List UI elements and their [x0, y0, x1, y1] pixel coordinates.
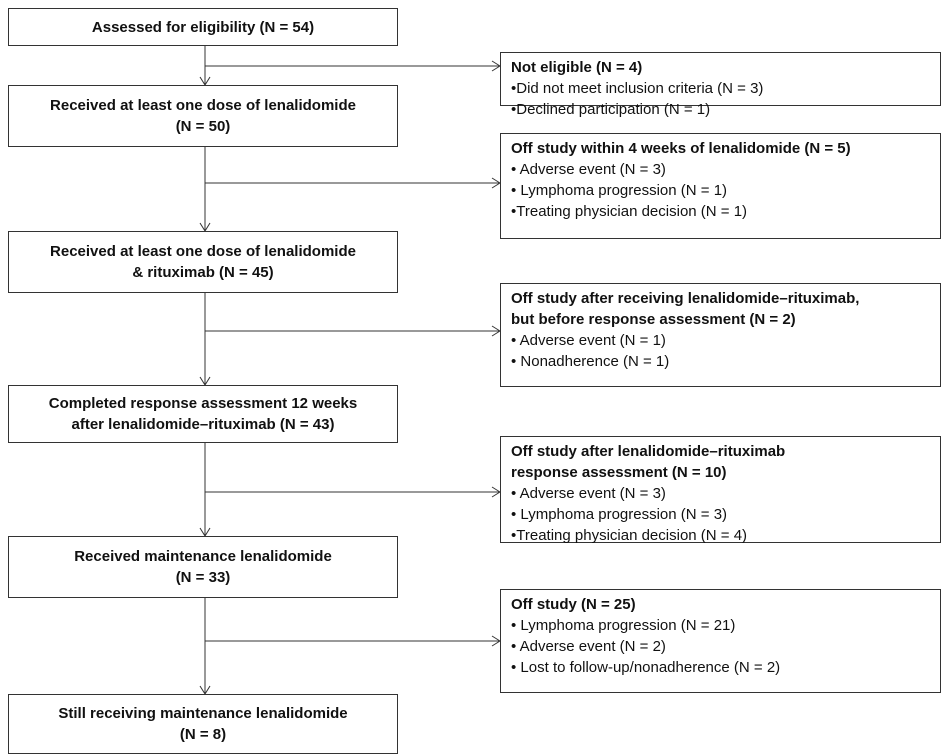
exclusion-title: Off study after lenalidomide–rituximab: [511, 443, 786, 460]
step-text: (N = 50): [175, 118, 231, 135]
exclusion-box: Off study after receiving lenalidomide–r…: [500, 283, 941, 387]
exclusion-item: • Adverse event (N = 3): [511, 485, 666, 502]
step-text: after lenalidomide–rituximab (N = 43): [71, 416, 335, 433]
connector: [204, 685, 211, 695]
connector: [199, 222, 206, 232]
connector: [491, 330, 501, 337]
exclusion-item: • Adverse event (N = 3): [511, 161, 666, 178]
step-text: Received maintenance lenalidomide: [74, 548, 332, 565]
step-box: Still receiving maintenance lenalidomide…: [8, 694, 398, 754]
exclusion-item: •Treating physician decision (N = 1): [511, 203, 748, 220]
step-text: (N = 33): [175, 569, 231, 586]
exclusion-item: • Lymphoma progression (N = 3): [511, 506, 728, 523]
exclusion-item: •Declined participation (N = 1): [511, 101, 711, 118]
exclusion-title: Off study after receiving lenalidomide–r…: [511, 290, 860, 307]
exclusion-item: •Did not meet inclusion criteria (N = 3): [511, 80, 764, 97]
exclusion-item: • Lymphoma progression (N = 1): [511, 182, 728, 199]
connector: [491, 640, 501, 647]
step-box: Completed response assessment 12 weeks af…: [8, 385, 398, 443]
connector: [491, 177, 501, 184]
connector: [491, 325, 501, 332]
step-text: Still receiving maintenance lenalidomide: [58, 705, 348, 722]
exclusion-item: • Nonadherence (N = 1): [511, 353, 670, 370]
exclusion-box: Off study after lenalidomide–rituximab re…: [500, 436, 941, 544]
connector: [204, 527, 211, 537]
exclusion-box: Off study (N = 25) • Lymphoma progression…: [500, 589, 941, 693]
exclusion-item: • Lymphoma progression (N = 21): [511, 617, 736, 634]
connector: [491, 65, 501, 72]
connector: [491, 491, 501, 498]
exclusion-item: • Lost to follow-up/nonadherence (N = 2): [511, 659, 781, 676]
exclusion-title: Off study within 4 weeks of lenalidomide…: [511, 140, 851, 157]
step-text: Assessed for eligibility (N = 54): [91, 18, 315, 36]
exclusion-item: •Treating physician decision (N = 4): [511, 527, 748, 544]
connector: [204, 376, 211, 386]
step-box: Received at least one dose of lenalidomi…: [8, 231, 398, 293]
connector: [199, 685, 206, 695]
exclusion-item: • Adverse event (N = 2): [511, 638, 666, 655]
connector: [491, 486, 501, 493]
step-text: Received at least one dose of lenalidomi…: [50, 97, 356, 114]
connector: [491, 60, 501, 67]
exclusion-item: • Adverse event (N = 1): [511, 332, 666, 349]
step-box: Assessed for eligibility (N = 54): [8, 8, 398, 46]
connector: [199, 527, 206, 537]
connector: [204, 76, 211, 86]
connector: [199, 376, 206, 386]
connector: [204, 222, 211, 232]
step-text: & rituximab (N = 45): [132, 264, 274, 281]
exclusion-title: Not eligible (N = 4): [511, 59, 643, 76]
exclusion-title: response assessment (N = 10): [511, 464, 727, 481]
connector: [491, 182, 501, 189]
exclusion-box: Not eligible (N = 4) •Did not meet inclus…: [500, 52, 941, 118]
step-text: Completed response assessment 12 weeks: [48, 395, 358, 412]
step-box: Received at least one dose of lenalidomi…: [8, 85, 398, 147]
step-text: (N = 8): [179, 726, 227, 743]
exclusion-title: Off study (N = 25): [511, 596, 636, 613]
connector: [491, 635, 501, 642]
step-text: Received at least one dose of lenalidomi…: [50, 243, 356, 260]
exclusion-title: but before response assessment (N = 2): [511, 311, 796, 328]
exclusion-box: Off study within 4 weeks of lenalidomide…: [500, 133, 941, 239]
connector: [199, 76, 206, 86]
step-box: Received maintenance lenalidomide (N = 33…: [8, 536, 398, 598]
